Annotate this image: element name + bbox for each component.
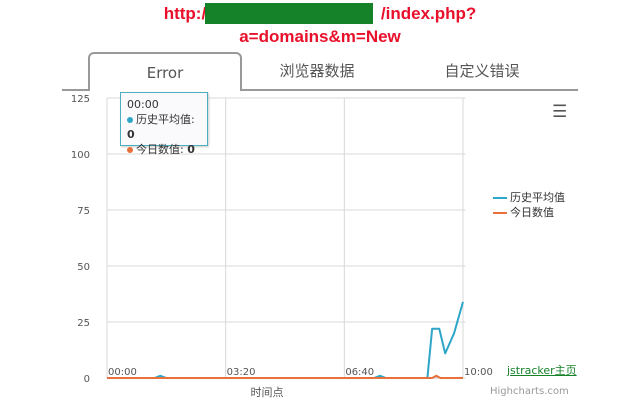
tab-bar: Error 浏览器数据 自定义错误 <box>62 52 578 91</box>
legend-item[interactable]: 历史平均值 <box>493 190 565 205</box>
tab-custom-errors[interactable]: 自定义错误 <box>444 62 520 80</box>
url-suffix: /index.php? <box>380 4 477 23</box>
y-tick-label: 75 <box>77 206 90 217</box>
url-prefix: http:// <box>163 4 211 23</box>
tooltip: 00:00 历史平均值: 0 今日数值: 0 <box>120 92 208 156</box>
series-line <box>107 374 463 379</box>
x-tick-label: 03:20 <box>227 367 256 378</box>
tooltip-item: 历史平均值: 0 <box>127 113 195 141</box>
legend: 历史平均值 今日数值 <box>493 190 565 220</box>
x-tick-label: 06:40 <box>345 367 374 378</box>
tab-error[interactable]: Error <box>88 52 242 91</box>
legend-item[interactable]: 今日数值 <box>493 205 565 220</box>
y-tick-label: 0 <box>84 374 90 385</box>
hamburger-icon[interactable]: ☰ <box>552 102 568 122</box>
url-line-1: http:// /index.php? <box>0 4 640 24</box>
x-tick-label: 10:00 <box>464 367 493 378</box>
tooltip-item: 今日数值: 0 <box>127 142 201 157</box>
x-axis-label: 时间点 <box>251 386 284 399</box>
tab-browser-data[interactable]: 浏览器数据 <box>279 62 355 80</box>
redaction-block <box>205 3 373 24</box>
tooltip-time: 00:00 <box>127 98 159 111</box>
highcharts-credit[interactable]: Highcharts.com <box>490 386 569 397</box>
y-tick-label: 100 <box>71 150 90 161</box>
series-line <box>107 301 464 379</box>
y-tick-label: 125 <box>71 94 90 105</box>
y-tick-label: 50 <box>77 262 90 273</box>
url-line-2: a=domains&m=New <box>239 27 401 46</box>
jstracker-home-link[interactable]: jstracker主页 <box>507 364 577 377</box>
x-tick-label: 00:00 <box>108 367 137 378</box>
y-tick-label: 25 <box>77 318 90 329</box>
